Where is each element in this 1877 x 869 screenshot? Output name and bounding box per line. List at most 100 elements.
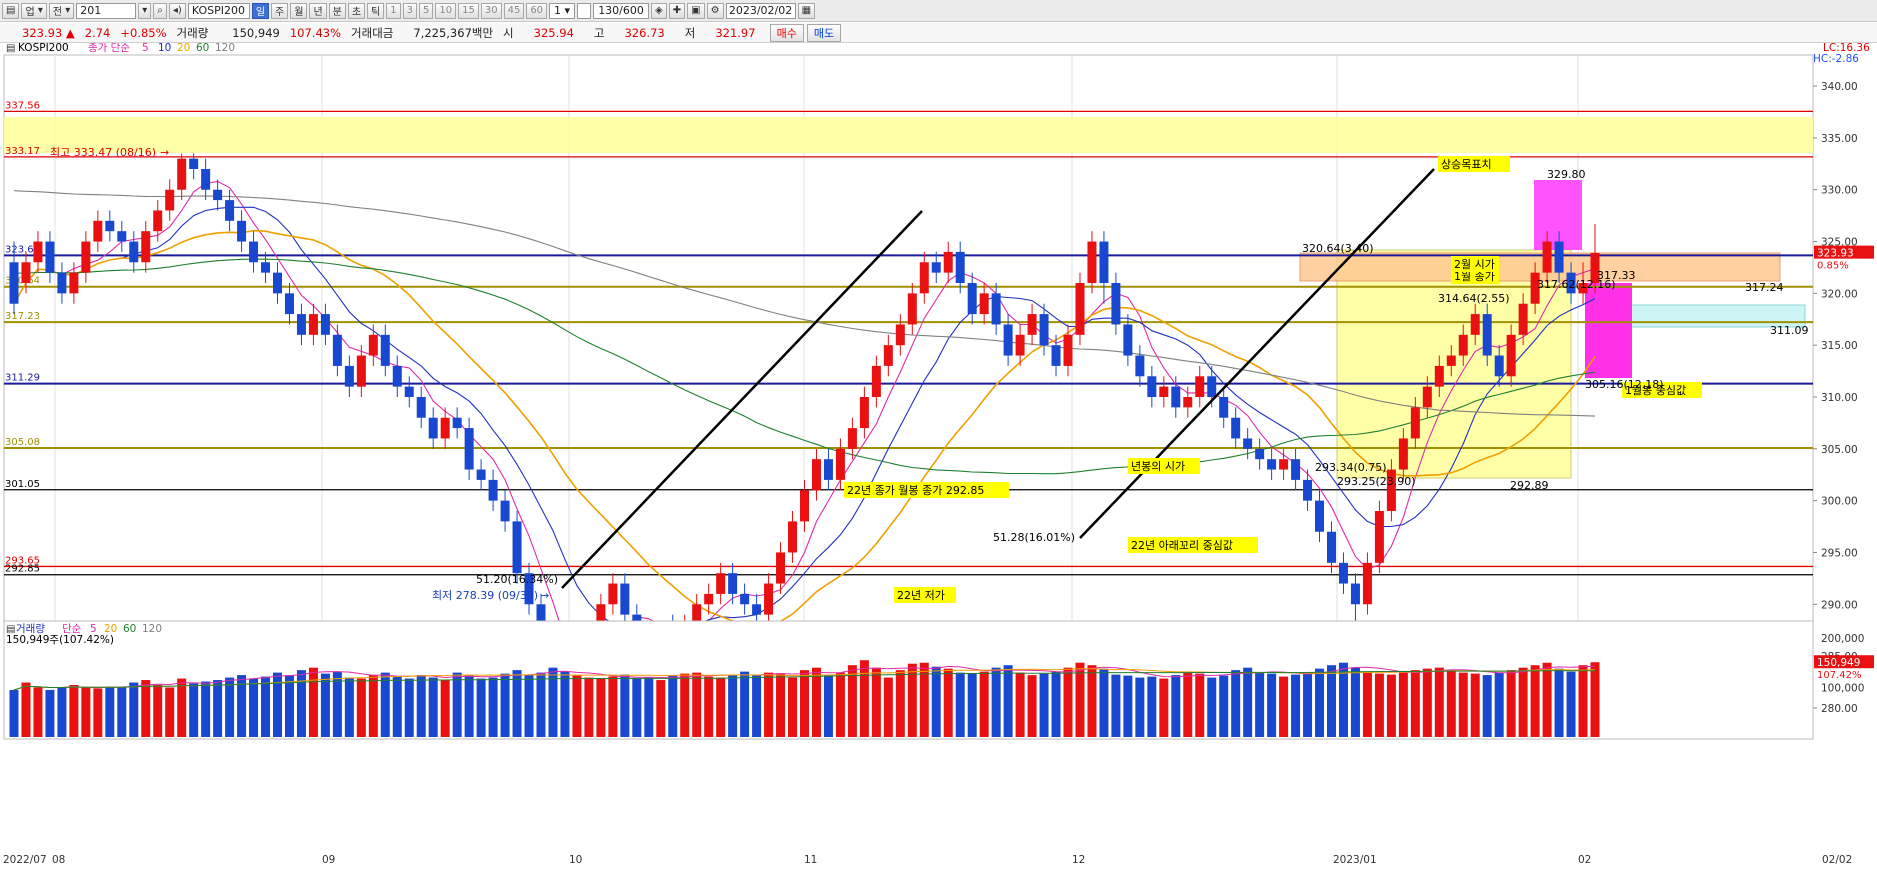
volume-bar — [237, 675, 247, 737]
candle — [284, 293, 294, 315]
candle — [1231, 417, 1241, 439]
candle — [225, 200, 235, 221]
volume-bar — [213, 680, 223, 737]
x-tick-label: 02 — [1578, 854, 1591, 866]
candle — [1063, 334, 1073, 366]
volume-bar — [9, 689, 19, 737]
candle — [811, 459, 821, 491]
annotation-lower_tail: 22년 아래꼬리 중심값 — [1131, 539, 1233, 552]
code-dropdown-button[interactable]: ▾ — [138, 2, 152, 19]
annotation-feb_open: 2월 시가 — [1454, 258, 1495, 271]
sell-button[interactable]: 매도 — [806, 23, 842, 42]
code-input[interactable]: 201 — [76, 2, 137, 19]
volume-bar — [967, 673, 977, 737]
scope-selector[interactable]: 전 ▾ — [48, 2, 75, 19]
candle — [1159, 386, 1169, 397]
volume-bar — [392, 676, 402, 737]
candle — [81, 241, 91, 273]
minute-60-button[interactable]: 60 — [526, 2, 548, 19]
candle — [464, 428, 474, 470]
volume-bar — [500, 673, 510, 737]
search-icon[interactable]: ⌕ — [153, 2, 167, 19]
volume-bar — [1434, 667, 1444, 737]
period-day-tab[interactable]: 일 — [251, 2, 270, 19]
calendar-icon[interactable]: ▦ — [797, 2, 816, 19]
candle — [416, 397, 426, 418]
minute-10-button[interactable]: 10 — [435, 2, 457, 19]
minute-5-button[interactable]: 5 — [419, 2, 434, 19]
zoom-icon[interactable]: ✚ — [668, 2, 686, 19]
volume-bar — [1219, 675, 1229, 737]
volume-bar — [452, 672, 462, 737]
interval-select[interactable]: 1 ▾ — [549, 2, 576, 19]
period-tick-tab[interactable]: 틱 — [367, 2, 385, 19]
volume-bar — [488, 677, 498, 737]
candle — [1590, 252, 1600, 283]
candle — [1003, 324, 1013, 356]
chart-type-button[interactable]: ▤ — [2, 2, 20, 19]
annotation-high_label: 최고 333.47 (08/16) — [50, 146, 156, 159]
volume-ma-5 — [13, 665, 1596, 691]
candle — [177, 158, 187, 190]
annotation-box — [1451, 256, 1499, 272]
volume-bar — [261, 676, 271, 737]
minute-45-button[interactable]: 45 — [503, 2, 525, 19]
volume-bar — [847, 665, 857, 737]
volume-bar — [764, 672, 774, 737]
minute-15-button[interactable]: 15 — [458, 2, 479, 19]
volume-bar — [1027, 675, 1037, 737]
minute-30-button[interactable]: 30 — [480, 2, 502, 19]
period-week-tab[interactable]: 주 — [271, 2, 289, 19]
candle — [69, 272, 79, 294]
level-label: 317.23 — [5, 311, 40, 322]
date-input[interactable]: 2023/02/02 — [725, 2, 796, 19]
annotation-open_year: 년봉의 시가 — [1131, 460, 1185, 473]
candle — [1327, 531, 1336, 563]
spacer-box — [577, 2, 592, 19]
candle — [871, 365, 881, 397]
candle — [1279, 459, 1289, 470]
minute-3-button[interactable]: 3 — [402, 2, 417, 19]
market-selector[interactable]: 업 ▾ — [21, 2, 47, 19]
speaker-icon[interactable]: ◂) — [168, 2, 186, 19]
period-year-tab[interactable]: 년 — [309, 2, 327, 19]
candle — [1207, 376, 1217, 397]
legend-ma20: 20 — [177, 43, 190, 54]
ma-line-5 — [13, 180, 1596, 672]
candle — [273, 272, 282, 294]
amount-value: 7,225,367백만 — [413, 25, 494, 40]
period-minute-tab[interactable]: 분 — [328, 2, 346, 19]
gear-icon[interactable]: ⚙ — [706, 2, 724, 19]
price-change-pct: +0.85% — [120, 25, 167, 40]
annotation-box — [894, 587, 956, 603]
period-month-tab[interactable]: 월 — [290, 2, 308, 19]
annotation-v_293_25: 293.25(23.90) — [1337, 475, 1416, 488]
volume-legend-ma120: 120 — [142, 623, 162, 635]
volume-ma-60 — [13, 670, 1596, 691]
price-chart[interactable]: 337.56333.17323.66320.64317.23311.29305.… — [0, 43, 1877, 869]
volume-tick-label: 200,000 — [1821, 633, 1864, 645]
candle — [1482, 314, 1492, 356]
legend: ▤ KOSPI200 종가 단순 5 10 20 60 120 — [6, 43, 235, 54]
feb-box-upper — [1534, 180, 1582, 250]
annotation-box — [844, 482, 1009, 498]
save-icon[interactable]: ▣ — [687, 2, 705, 19]
minute-1-button[interactable]: 1 — [386, 2, 401, 19]
period-second-tab[interactable]: 초 — [347, 2, 366, 19]
candle — [1542, 241, 1552, 273]
volume-legend-label: 거래량 — [16, 623, 45, 635]
volume-bar — [560, 671, 570, 737]
count-display[interactable]: 130/600 — [593, 2, 650, 19]
level-label: 305.08 — [5, 437, 40, 448]
buy-button[interactable]: 매수 — [769, 23, 804, 42]
volume-bar — [1183, 672, 1193, 737]
candle — [21, 262, 31, 283]
volume-bar — [835, 672, 845, 737]
candle — [883, 345, 893, 366]
volume-bar — [1374, 673, 1384, 737]
ma-line-20 — [13, 229, 1596, 628]
annotation-low_label: 최저 278.39 (09/30) — [432, 589, 538, 602]
candle — [1315, 500, 1325, 532]
tool-icon[interactable]: ◈ — [651, 2, 667, 19]
volume-bar — [919, 662, 929, 737]
